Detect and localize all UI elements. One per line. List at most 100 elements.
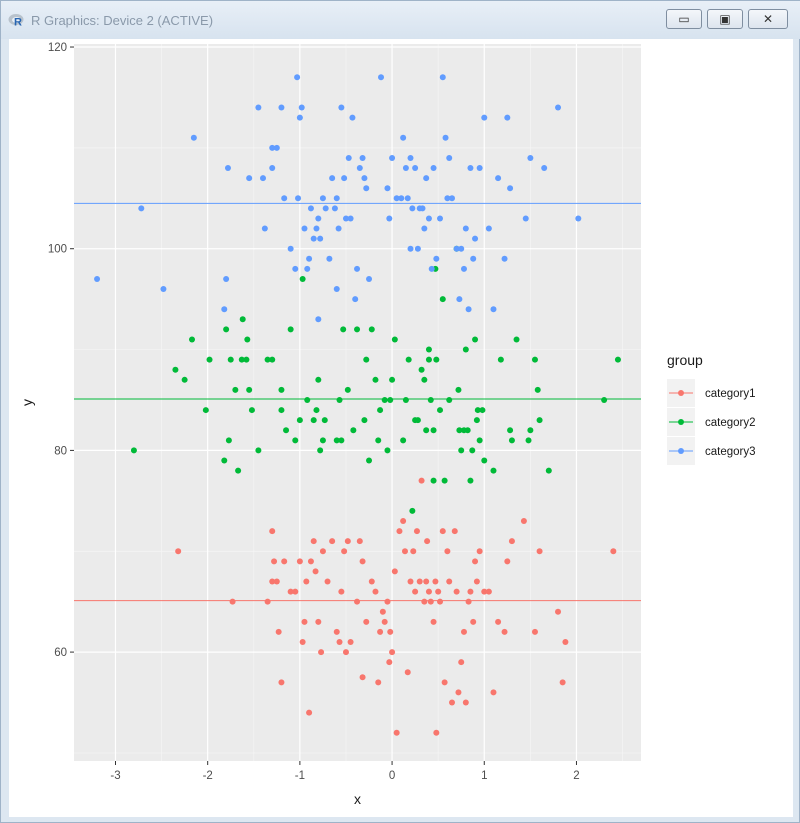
point-category1 [504,558,511,565]
point-category3 [501,255,508,262]
legend-keys: category1 category2 category3 [667,379,756,465]
point-category2 [363,356,370,363]
point-category2 [375,437,382,444]
point-category3 [307,205,314,212]
point-category3 [319,195,326,202]
point-category2 [467,477,474,484]
point-category2 [614,356,621,363]
legend-label: category2 [705,417,756,429]
point-category1 [446,578,453,585]
point-category3 [304,265,311,272]
point-category2 [439,296,446,303]
point-category2 [366,457,373,464]
point-category2 [264,356,271,363]
point-category1 [377,628,384,635]
window-titlebar[interactable]: R R Graphics: Device 2 (ACTIVE) ▭ ▣ ✕ [1,1,800,39]
point-category1 [372,588,379,595]
point-category3 [490,306,497,313]
point-category1 [421,598,428,605]
point-category2 [221,457,228,464]
point-category3 [428,265,435,272]
point-category3 [335,225,342,232]
point-category1 [423,578,430,585]
point-category1 [462,699,469,706]
point-category3 [407,154,414,161]
minor-gridlines [74,44,641,761]
point-category2 [313,407,320,414]
point-category2 [476,437,483,444]
point-category3 [389,154,396,161]
point-category2 [409,507,416,514]
point-category1 [356,538,363,545]
point-category3 [338,104,345,111]
point-category1 [315,618,322,625]
point-category2 [336,396,343,403]
point-category2 [473,417,480,424]
point-category1 [401,548,408,555]
point-category3 [425,215,432,222]
point-category2 [433,356,440,363]
point-category1 [458,659,465,666]
point-category2 [255,447,262,454]
minimize-button[interactable]: ▭ [666,9,702,29]
point-category3 [347,215,354,222]
point-category2 [269,356,276,363]
point-category2 [243,356,250,363]
point-category2 [340,326,347,333]
point-category1 [273,578,280,585]
point-category2 [377,407,384,414]
point-category2 [283,427,290,434]
plot-area: -3 -2 -1 0 1 2 60 80 100 120 x y group category1 c… [9,39,793,817]
legend-key-point [678,390,684,396]
point-category2 [458,447,465,454]
maximize-button[interactable]: ▣ [707,9,743,29]
point-category2 [384,447,391,454]
point-category3 [412,165,419,172]
point-category2 [238,356,245,363]
point-category1 [296,558,303,565]
x-tick-label: 1 [481,770,487,782]
point-category1 [427,598,434,605]
point-category3 [269,165,276,172]
data-points [94,74,621,736]
point-category3 [378,74,385,81]
point-category2 [479,407,486,414]
point-category2 [545,467,552,474]
point-category2 [225,437,232,444]
point-category2 [287,326,294,333]
point-category3 [504,114,511,121]
point-category2 [400,437,407,444]
point-category2 [425,346,432,353]
y-tick-label: 120 [48,42,67,54]
point-category3 [352,296,359,303]
point-category3 [281,195,288,202]
point-category1 [269,578,276,585]
point-category3 [433,255,440,262]
y-tick-label: 60 [54,647,67,659]
legend-key-point [678,448,684,454]
point-category1 [407,578,414,585]
point-category3 [333,195,340,202]
point-category3 [354,265,361,272]
point-category1 [404,669,411,676]
point-category3 [423,175,430,182]
point-category3 [287,245,294,252]
point-category1 [412,588,419,595]
point-category2 [405,356,412,363]
point-category3 [495,175,502,182]
point-category3 [453,245,460,252]
point-category3 [409,205,416,212]
point-category2 [387,396,394,403]
point-category1 [303,578,310,585]
point-category1 [281,558,288,565]
point-category1 [495,618,502,625]
point-category3 [260,175,266,182]
point-category1 [359,558,366,565]
point-category2 [402,396,409,403]
close-button[interactable]: ✕ [748,9,788,29]
point-category3 [359,154,366,161]
point-category2 [315,376,322,383]
point-category2 [418,366,425,373]
point-category3 [407,245,414,252]
